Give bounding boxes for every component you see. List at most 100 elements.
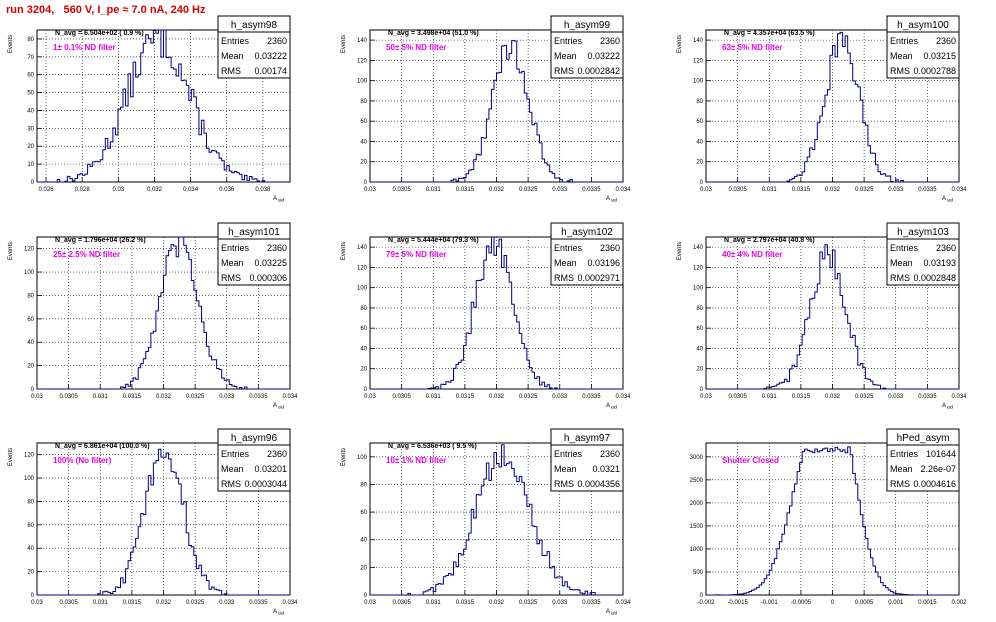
x-tick-label: 0.0335 [582,600,601,606]
x-tick-label: 0.0315 [456,600,475,606]
x-tick-label: 0.032 [147,187,163,193]
x-tick-label: 0.0305 [392,187,411,193]
x-tick-label: 0.034 [951,394,967,400]
x-tick-label: 0.0325 [186,394,205,400]
stats-value-mean: 2.26e-07 [920,464,956,474]
y-axis-title: Events [341,448,347,466]
y-tick-label: 0 [700,387,704,393]
stats-key-mean: Mean [221,51,244,61]
x-tick-label: 0.034 [615,600,631,606]
stats-value-rms: 0.0002971 [577,273,620,283]
histogram-panel-h_asym103: 0.03 0.0305 0.031 0.0315 0.032 0.0325 0.033 0.0… [677,222,967,410]
x-tick-label: 0.032 [156,394,172,400]
run-title: run 3204, 560 V, I_pe ≈ 7.0 nA, 240 Hz [6,4,206,16]
stats-value-mean: 0.0321 [592,464,620,474]
stats-box-frame [886,15,960,79]
x-tick-label: 0.032 [825,187,841,193]
x-tick-label: 0.0005 [855,600,874,606]
stats-value-mean: 0.03196 [587,258,620,268]
stats-value-mean: 0.03222 [587,51,620,61]
stats-key-mean: Mean [890,258,913,268]
y-tick-label: 70 [27,55,34,61]
stats-key-mean: Mean [554,51,577,61]
y-tick-label: 50 [27,91,34,97]
y-tick-label: 60 [696,119,703,125]
x-tick-label: -0.0005 [791,600,812,606]
filter-label: 100% (No filter) [53,456,112,465]
y-tick-label: 80 [27,499,34,505]
histogram-panel-h_asym99: 0.03 0.0305 0.031 0.0315 0.032 0.0325 0.033 0.0… [341,15,631,203]
x-tick-label: 0.0335 [582,394,601,400]
y-tick-label: 20 [696,367,703,373]
y-tick-label: 0 [364,593,368,599]
y-tick-label: 0 [700,180,704,186]
x-tick-label: 0.0315 [792,394,811,400]
stats-value-rms: 0.0002788 [913,66,956,76]
y-tick-label: 1500 [690,524,704,530]
y-axis-title: Events [677,242,683,260]
x-tick-label: 0.001 [888,600,904,606]
stats-key-mean: Mean [221,258,244,268]
y-tick-label: 40 [360,346,367,352]
y-axis-title: Events [8,448,14,466]
y-tick-label: 3000 [690,455,704,461]
x-tick-label: 0.0315 [123,394,142,400]
y-tick-label: 80 [27,37,34,43]
x-tick-label: 0.034 [282,394,298,400]
histogram-panel-h_asym102: 0.03 0.0305 0.031 0.0315 0.032 0.0325 0.033 0.0… [341,222,631,410]
y-tick-label: 0 [31,387,35,393]
x-tick-label: 0.0335 [249,394,268,400]
stats-box-title: h_asym97 [564,433,611,444]
stats-box-title: h_asym103 [897,227,949,238]
histogram-line [37,448,290,596]
x-tick-label: 0.032 [489,187,505,193]
stats-box: h_asym103 Entries 2360 Mean 0.03193 RMS 0.0002… [886,222,960,286]
histogram-panel-hPed_asym: -0.002 -0.0015 -0.001 -0.0005 0 0.0005 0.001 0.… [690,428,967,606]
y-tick-label: 40 [27,108,34,114]
y-tick-label: 60 [696,326,703,332]
histogram-line [37,29,290,183]
y-tick-label: 20 [27,144,34,150]
x-tick-label: -0.0015 [727,600,748,606]
y-tick-label: 100 [357,455,368,461]
x-tick-label: 0.033 [888,187,904,193]
x-tick-label: 0.0325 [855,187,874,193]
n-avg-label: N_avg = 3.498e+04 (51.0 %) [388,30,479,37]
x-tick-label: 0.0325 [855,394,874,400]
x-tick-label: 0.0335 [918,187,937,193]
stats-value-entries: 2360 [600,36,620,46]
stats-value-mean: 0.03193 [923,258,956,268]
histogram-line [706,446,959,596]
stats-key-rms: RMS [221,66,241,76]
y-tick-label: 0 [364,387,368,393]
y-tick-label: 100 [693,79,704,85]
stats-box-frame [217,428,291,492]
filter-label: 50± 5% ND filter [386,43,446,52]
x-tick-label: 0.0315 [792,187,811,193]
x-axis-title: Auid [942,403,954,410]
stats-key-rms: RMS [221,273,241,283]
x-tick-label: 0.0325 [519,187,538,193]
y-tick-label: 20 [27,570,34,576]
y-tick-label: 0 [31,593,35,599]
x-tick-label: 0.0305 [392,394,411,400]
x-tick-label: 0.0305 [728,187,747,193]
stats-key-mean: Mean [890,51,913,61]
x-axis-title: Auid [606,403,618,410]
x-tick-label: 0.03 [700,394,712,400]
stats-box-title: h_asym100 [897,20,949,31]
n-avg-label: N_avg = 6.504e+02 ( 0.9 %) [55,30,144,37]
stats-box: h_asym97 Entries 2360 Mean 0.0321 RMS 0.000435… [550,428,624,492]
y-tick-label: 40 [696,346,703,352]
stats-value-entries: 2360 [936,36,956,46]
stats-box-title: h_asym98 [231,20,278,31]
y-tick-label: 40 [360,538,367,544]
x-tick-label: 0.034 [183,187,199,193]
x-tick-label: 0.033 [888,394,904,400]
x-tick-label: 0.03 [364,600,376,606]
stats-value-entries: 2360 [267,449,287,459]
stats-value-mean: 0.03201 [254,464,287,474]
stats-box-frame [886,222,960,286]
y-tick-label: 60 [27,73,34,79]
